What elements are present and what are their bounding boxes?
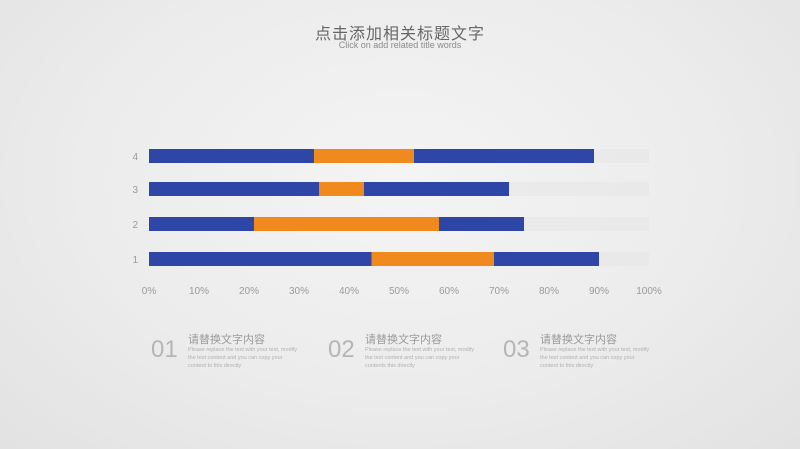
x-tick-label: 40% — [339, 286, 359, 297]
feature-body: Please replace the text with your text, … — [365, 347, 475, 369]
x-tick-label: 80% — [539, 286, 559, 297]
y-tick-label: 2 — [132, 220, 138, 231]
x-tick-label: 60% — [439, 286, 459, 297]
feature-number: 03 — [503, 336, 530, 363]
x-tick-label: 90% — [589, 286, 609, 297]
feature-number: 01 — [151, 336, 178, 363]
feature-heading: 请替换文字内容 — [188, 334, 265, 346]
bar-segment-2 — [314, 149, 414, 163]
feature-item-1: 01 请替换文字内容 Please replace the text with … — [151, 331, 301, 375]
x-tick-label: 10% — [189, 286, 209, 297]
bar-segment-1 — [149, 149, 314, 163]
bar-segment-1 — [149, 252, 372, 266]
bar-segment-3 — [439, 217, 524, 231]
bar-segment-2 — [319, 182, 364, 196]
bar-segment-3 — [494, 252, 599, 266]
feature-number: 02 — [328, 336, 355, 363]
bar-segment-3 — [414, 149, 594, 163]
page-title: 点击添加相关标题文字 — [314, 26, 485, 43]
y-tick-label: 3 — [132, 185, 138, 196]
bar-segment-2 — [371, 252, 494, 266]
x-tick-label: 30% — [289, 286, 309, 297]
bar-segment-2 — [254, 217, 439, 231]
x-tick-label: 70% — [489, 286, 509, 297]
feature-heading: 请替换文字内容 — [365, 334, 442, 346]
y-tick-label: 4 — [132, 152, 138, 163]
y-tick-label: 1 — [132, 255, 138, 266]
bar-segment-1 — [149, 217, 254, 231]
bar-segment-3 — [364, 182, 509, 196]
bar-segment-1 — [149, 182, 319, 196]
feature-body: Please replace the text with your text, … — [540, 347, 650, 369]
feature-item-2: 02 请替换文字内容 Please replace the text with … — [328, 331, 478, 375]
feature-heading: 请替换文字内容 — [540, 334, 617, 346]
feature-item-3: 03 请替换文字内容 Please replace the text with … — [503, 331, 653, 375]
x-tick-label: 20% — [239, 286, 259, 297]
feature-body: Please replace the text with your text, … — [188, 347, 298, 369]
page-subtitle: Click on add related title words — [338, 40, 462, 50]
x-tick-label: 100% — [636, 286, 662, 297]
x-tick-label: 50% — [389, 286, 409, 297]
x-tick-label: 0% — [142, 286, 157, 297]
